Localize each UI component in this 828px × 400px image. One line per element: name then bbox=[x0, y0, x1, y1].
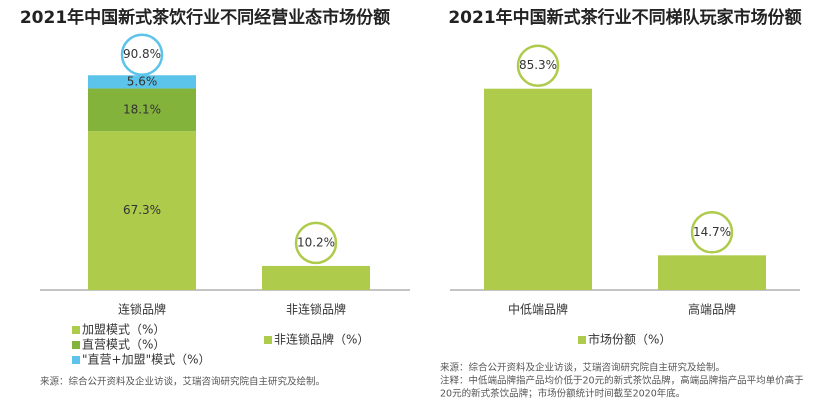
data-label: 10.2% bbox=[297, 235, 335, 249]
data-label: 14.7% bbox=[693, 225, 731, 239]
x-tick-label: 中低端品牌 bbox=[508, 302, 568, 317]
data-label: 18.1% bbox=[123, 102, 161, 116]
source-note: 注释：中低端品牌指产品均价低于20元的新式茶饮品牌，高端品牌指产品平均单价高于 bbox=[440, 375, 804, 387]
source-note: 来源：综合公开资料及企业访谈，艾瑞咨询研究院自主研究及绘制。 bbox=[440, 362, 725, 374]
data-label: 5.6% bbox=[127, 74, 158, 88]
bar bbox=[88, 88, 196, 132]
legend-label: 市场份额（%） bbox=[588, 332, 671, 347]
legend-label: "直营+加盟"模式（%） bbox=[82, 353, 211, 367]
source-note: 来源：综合公开资料及企业访谈，艾瑞咨询研究院自主研究及绘制。 bbox=[40, 376, 325, 388]
legend-swatch bbox=[72, 326, 80, 334]
legend-swatch bbox=[264, 336, 272, 344]
bar bbox=[88, 131, 196, 290]
label-circle bbox=[516, 44, 560, 87]
chart-title: 2021年中国新式茶饮行业不同经营业态市场份额 bbox=[20, 7, 390, 28]
legend-swatch bbox=[72, 356, 80, 364]
bar bbox=[262, 265, 370, 290]
total-label: 90.8% bbox=[123, 47, 161, 61]
label-circle bbox=[294, 221, 338, 265]
total-circle bbox=[120, 33, 164, 76]
data-label: 67.3% bbox=[123, 203, 161, 217]
source-note: 20元的新式茶饮品牌；市场份额统计时间截至2020年底。 bbox=[440, 388, 685, 400]
x-tick-label: 非连锁品牌 bbox=[286, 302, 346, 317]
legend-swatch bbox=[578, 336, 586, 344]
legend-swatch bbox=[72, 341, 80, 349]
legend-label: 加盟模式（%） bbox=[82, 323, 165, 337]
legend-label: 非连锁品牌（%） bbox=[274, 332, 369, 347]
x-tick-label: 连锁品牌 bbox=[118, 302, 166, 317]
chart-title: 2021年中国新式茶行业不同梯队玩家市场份额 bbox=[448, 7, 801, 28]
legend-label: 直营模式（%） bbox=[82, 338, 165, 352]
bar bbox=[88, 75, 196, 89]
bar bbox=[484, 88, 592, 290]
x-tick-label: 高端品牌 bbox=[688, 302, 736, 317]
label-circle bbox=[690, 211, 734, 254]
bar bbox=[658, 255, 766, 290]
data-label: 85.3% bbox=[519, 58, 557, 72]
